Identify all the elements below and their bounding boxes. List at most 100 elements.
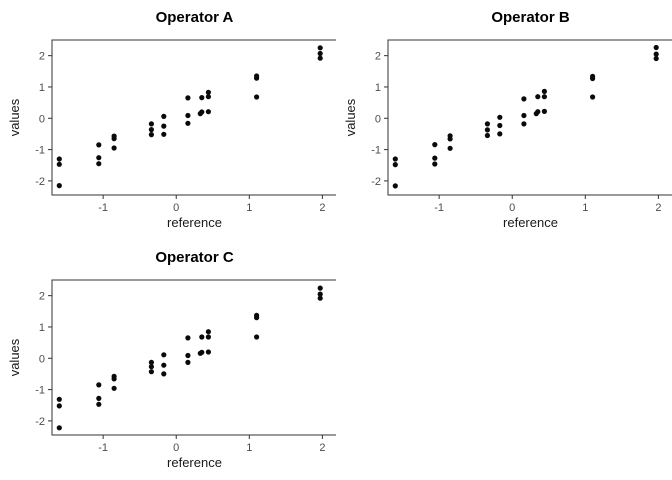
data-point bbox=[161, 131, 167, 137]
data-point bbox=[533, 111, 539, 117]
data-point bbox=[148, 359, 154, 365]
data-point bbox=[205, 94, 211, 100]
chart-title: Operator B bbox=[491, 9, 570, 26]
data-point bbox=[96, 155, 102, 161]
operator-a-scatter-canvas: -1 0 1 2 -2 -1 0 1 2 bbox=[35, 39, 336, 214]
data-point bbox=[161, 352, 167, 358]
data-point bbox=[535, 94, 541, 100]
x-tick-label: 0 bbox=[173, 442, 179, 454]
x-tick-label: -1 bbox=[434, 202, 444, 214]
data-point bbox=[148, 369, 154, 375]
data-point bbox=[392, 156, 398, 162]
y-axis-title: values bbox=[7, 338, 22, 377]
y-tick-label: 0 bbox=[375, 113, 381, 125]
data-point bbox=[197, 111, 203, 117]
data-point bbox=[185, 112, 191, 119]
data-point bbox=[205, 329, 211, 335]
x-tick-label: 1 bbox=[246, 202, 252, 214]
data-point bbox=[317, 45, 323, 51]
data-point bbox=[96, 161, 102, 167]
data-point bbox=[148, 132, 154, 138]
data-point bbox=[521, 121, 527, 127]
x-axis-title: reference bbox=[167, 455, 222, 470]
data-point bbox=[521, 112, 527, 119]
operator-b-scatter-canvas: -1 0 1 2 -2 -1 0 1 2 bbox=[371, 39, 672, 214]
y-tick-label: -2 bbox=[35, 176, 45, 188]
operator-b-plot: -1 0 1 2 -2 -1 0 1 2 Operator B values reference bbox=[336, 0, 672, 240]
data-point bbox=[111, 145, 117, 151]
data-point bbox=[653, 44, 659, 51]
y-tick-label: -2 bbox=[35, 416, 45, 428]
data-point bbox=[317, 291, 323, 297]
panel-border bbox=[51, 39, 336, 196]
x-tick-label: -1 bbox=[98, 442, 108, 454]
x-tick-label: 1 bbox=[246, 442, 252, 454]
y-tick-label: 2 bbox=[39, 51, 45, 63]
chart-title: Operator A bbox=[155, 9, 234, 26]
data-point bbox=[111, 376, 117, 382]
data-point bbox=[541, 94, 547, 100]
panel-border bbox=[51, 279, 336, 436]
data-point bbox=[497, 122, 503, 129]
y-tick-label: 1 bbox=[39, 322, 45, 334]
operator-c-scatter-canvas: -1 0 1 2 -2 -1 0 1 2 bbox=[35, 279, 336, 454]
x-tick-label: 2 bbox=[655, 202, 661, 214]
data-point bbox=[199, 95, 205, 101]
data-point bbox=[205, 109, 211, 115]
data-point bbox=[432, 161, 438, 167]
data-point bbox=[205, 89, 211, 95]
x-tick-label: -1 bbox=[98, 202, 108, 214]
x-tick-label: 0 bbox=[509, 202, 515, 214]
data-point bbox=[254, 315, 260, 321]
data-point bbox=[590, 94, 596, 100]
data-point bbox=[317, 55, 323, 61]
data-point bbox=[161, 113, 167, 119]
x-tick-label: 0 bbox=[173, 202, 179, 214]
data-point bbox=[541, 88, 547, 94]
x-axis-title: reference bbox=[167, 215, 222, 230]
data-point bbox=[653, 55, 659, 62]
data-point bbox=[56, 161, 62, 167]
data-point bbox=[317, 295, 323, 301]
data-point bbox=[317, 50, 323, 57]
data-point bbox=[111, 385, 117, 391]
data-point bbox=[185, 335, 191, 341]
data-point bbox=[254, 94, 260, 100]
data-point bbox=[317, 285, 323, 291]
data-point bbox=[392, 183, 398, 189]
data-point bbox=[111, 136, 117, 142]
x-tick-label: 2 bbox=[319, 442, 325, 454]
y-tick-label: -2 bbox=[371, 176, 381, 188]
data-point bbox=[432, 155, 438, 161]
data-point bbox=[185, 95, 191, 101]
y-tick-label: 2 bbox=[375, 51, 381, 63]
y-axis-title: values bbox=[343, 98, 358, 137]
operator-c-plot: -1 0 1 2 -2 -1 0 1 2 Operator C values reference bbox=[0, 240, 336, 480]
data-point bbox=[161, 123, 167, 129]
data-point bbox=[484, 127, 490, 133]
y-tick-label: -1 bbox=[371, 145, 381, 157]
data-point bbox=[521, 96, 527, 102]
data-point bbox=[254, 334, 260, 340]
data-point bbox=[96, 401, 102, 407]
data-point bbox=[205, 334, 211, 340]
data-point bbox=[148, 364, 154, 370]
data-point bbox=[447, 145, 453, 151]
data-point bbox=[185, 359, 191, 365]
panel-border bbox=[387, 39, 672, 196]
data-point bbox=[96, 142, 102, 148]
data-point bbox=[185, 120, 191, 126]
data-point bbox=[161, 362, 167, 368]
data-point bbox=[205, 349, 211, 355]
x-tick-label: 2 bbox=[319, 202, 325, 214]
chart-title: Operator C bbox=[155, 249, 234, 266]
data-point bbox=[497, 114, 503, 120]
y-tick-label: 1 bbox=[39, 82, 45, 94]
data-point bbox=[185, 352, 191, 359]
data-point bbox=[590, 75, 596, 82]
data-point bbox=[447, 136, 453, 142]
data-point bbox=[56, 425, 62, 431]
data-point bbox=[56, 396, 62, 402]
y-tick-label: -1 bbox=[35, 145, 45, 157]
